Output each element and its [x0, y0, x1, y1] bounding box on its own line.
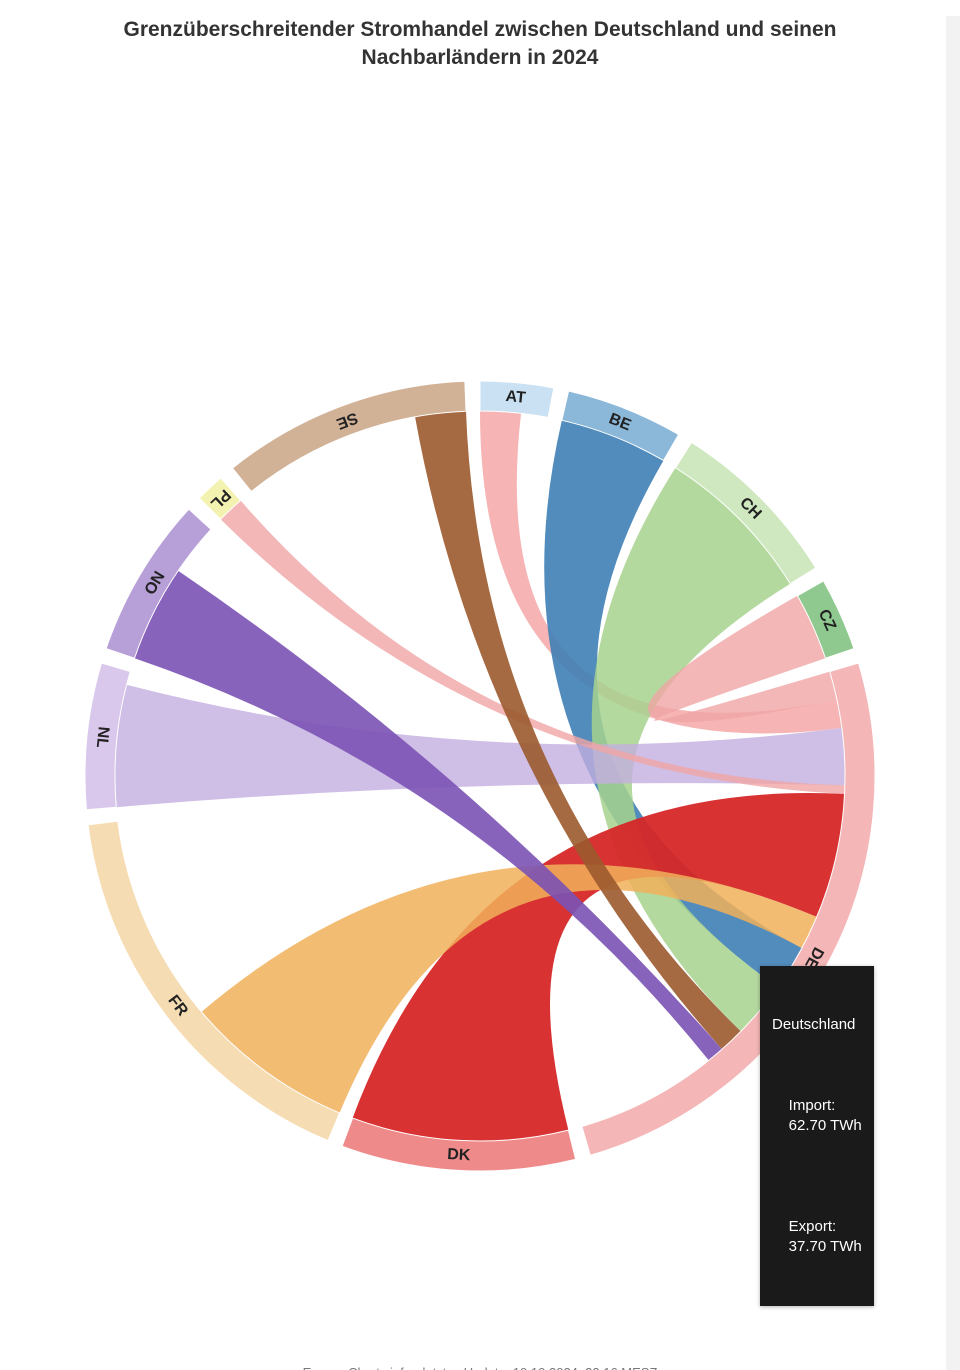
- title-line-2: Nachbarländern in 2024: [362, 46, 599, 69]
- title-line-1: Grenzüberschreitender Stromhandel zwisch…: [124, 18, 837, 41]
- ribbons: [115, 411, 845, 1141]
- arc-label-nl: NL: [93, 726, 112, 749]
- arc-label-dk: DK: [447, 1146, 471, 1164]
- scrollbar-gutter: [946, 16, 960, 1370]
- chord-chart[interactable]: ATBECHCZDEDKFRNLNOPLSE: [60, 356, 900, 1196]
- chart-title: Grenzüberschreitender Stromhandel zwisch…: [0, 16, 960, 73]
- footer-credit: Energy-Charts.info - letztes Update: 19.…: [0, 1365, 960, 1370]
- arc-label-at: AT: [505, 388, 527, 407]
- tooltip-export: Export: 37.70 TWh: [772, 1197, 862, 1278]
